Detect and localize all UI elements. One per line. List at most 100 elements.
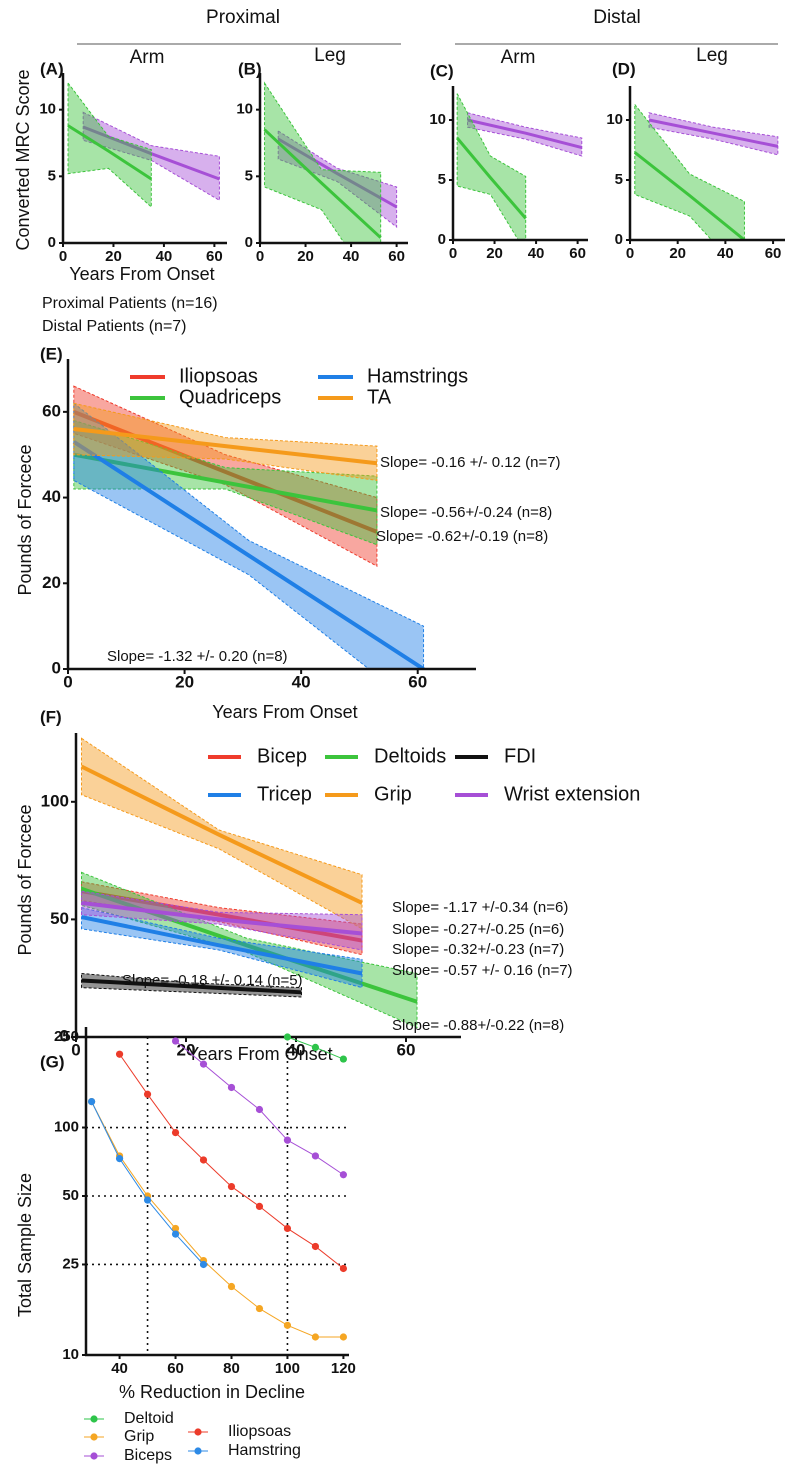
trend-line (73, 452, 378, 513)
slope-annotation: Slope= -0.32+/-0.23 (n=7) (392, 941, 564, 958)
trend-line (648, 118, 779, 148)
x-axis-label: Years From Onset (187, 1044, 332, 1064)
x-tick-label: 60 (408, 672, 427, 691)
data-point (199, 1060, 208, 1068)
trend-line (67, 124, 153, 181)
data-point (311, 1242, 320, 1251)
y-tick-label: 5 (615, 171, 623, 188)
y-tick-label: 0 (52, 658, 61, 677)
y-tick-label: 5 (438, 171, 446, 188)
data-point (171, 1037, 180, 1045)
data-point (339, 1171, 348, 1179)
data-point (255, 1202, 264, 1211)
x-tick-label: 60 (167, 1360, 184, 1377)
legend-label: Proximal Patients (n=16) (42, 295, 218, 312)
x-tick-label: 20 (486, 245, 503, 262)
panel-label: (A) (40, 59, 64, 78)
x-tick-label: 20 (297, 248, 314, 265)
legend-label: Biceps (124, 1447, 172, 1464)
data-point (283, 1321, 292, 1329)
y-tick-label: 25 (62, 1255, 79, 1272)
slope-annotation: Slope= -0.16 +/- 0.12 (n=7) (380, 454, 561, 471)
y-tick-label: 50 (50, 909, 69, 928)
legend-marker (90, 1433, 98, 1441)
y-tick-label: 50 (62, 1187, 79, 1204)
panel-label: (F) (40, 707, 62, 726)
panel-title: Leg (314, 45, 346, 66)
legend-label: Deltoids (374, 745, 446, 767)
panel-label: (D) (612, 59, 636, 78)
x-tick-label: 100 (275, 1360, 300, 1377)
data-point (171, 1224, 180, 1233)
y-tick-label: 250 (54, 1028, 79, 1045)
x-tick-label: 0 (626, 245, 634, 262)
trend-line (81, 915, 363, 976)
data-point (199, 1260, 208, 1269)
y-axis-label: Converted MRC Score (13, 69, 33, 250)
data-point (87, 1098, 96, 1106)
x-tick-label: 60 (397, 1040, 416, 1059)
legend-marker (90, 1452, 98, 1460)
y-tick-label: 0 (60, 1026, 69, 1045)
x-tick-label: 40 (287, 1040, 306, 1059)
y-tick-label: 0 (438, 231, 446, 248)
x-tick-label: 20 (105, 248, 122, 265)
legend-label: Deltoid (124, 1410, 174, 1427)
trend-line (81, 900, 363, 936)
data-point (339, 1055, 348, 1063)
data-point (143, 1196, 152, 1204)
panel-title: Arm (501, 47, 536, 68)
slope-annotation: Slope= -0.56+/-0.24 (n=8) (380, 504, 552, 521)
y-tick-label: 100 (41, 791, 69, 810)
y-tick-label: 20 (42, 573, 61, 592)
y-tick-label: 100 (54, 1118, 79, 1135)
data-point (283, 1136, 292, 1144)
confidence-band (73, 402, 425, 669)
y-tick-label: 5 (245, 167, 253, 184)
trend-line (456, 137, 527, 220)
legend-label: Grip (374, 783, 412, 805)
panel-label: (G) (40, 1052, 65, 1071)
slope-annotation: Slope= -0.62+/-0.19 (n=8) (376, 528, 548, 545)
data-point (143, 1090, 152, 1098)
x-tick-label: 40 (156, 248, 173, 265)
data-point (115, 1155, 124, 1163)
legend-label: Bicep (257, 745, 307, 767)
x-tick-label: 80 (223, 1360, 240, 1377)
panel-title: Leg (696, 45, 728, 66)
trend-line (73, 409, 378, 534)
x-axis-label: % Reduction in Decline (119, 1382, 305, 1402)
group-label: Proximal (206, 7, 280, 28)
trend-line (72, 440, 425, 669)
legend-label: Grip (124, 1428, 154, 1445)
x-tick-label: 40 (343, 248, 360, 265)
legend-marker (194, 1428, 202, 1436)
x-tick-label: 20 (175, 672, 194, 691)
legend-label: Wrist extension (504, 783, 640, 805)
legend-label: Quadriceps (179, 386, 281, 408)
y-tick-label: 10 (39, 101, 56, 118)
data-point (255, 1105, 264, 1114)
confidence-band (73, 385, 378, 567)
data-point (171, 1230, 180, 1238)
data-point (115, 1050, 124, 1058)
data-point (339, 1333, 348, 1341)
panel-label: (B) (238, 59, 262, 78)
slope-annotation: Slope= -1.17 +/-0.34 (n=6) (392, 899, 568, 916)
panel-title: Arm (130, 47, 165, 68)
x-tick-label: 40 (292, 672, 311, 691)
plot-area (263, 81, 398, 243)
plot-area (67, 81, 220, 209)
x-tick-label: 0 (63, 672, 72, 691)
plot-area (633, 102, 779, 240)
y-tick-label: 10 (236, 101, 253, 118)
data-point (283, 1224, 292, 1233)
confidence-band (67, 81, 152, 209)
legend-label: Distal Patients (n=7) (42, 318, 187, 335)
legend-label: Iliopsoas (228, 1423, 291, 1440)
x-tick-label: 60 (206, 248, 223, 265)
legend-label: Hamstrings (367, 365, 468, 387)
x-tick-label: 120 (331, 1360, 356, 1377)
trend-line (633, 151, 746, 240)
trend-line (91, 1101, 344, 1338)
